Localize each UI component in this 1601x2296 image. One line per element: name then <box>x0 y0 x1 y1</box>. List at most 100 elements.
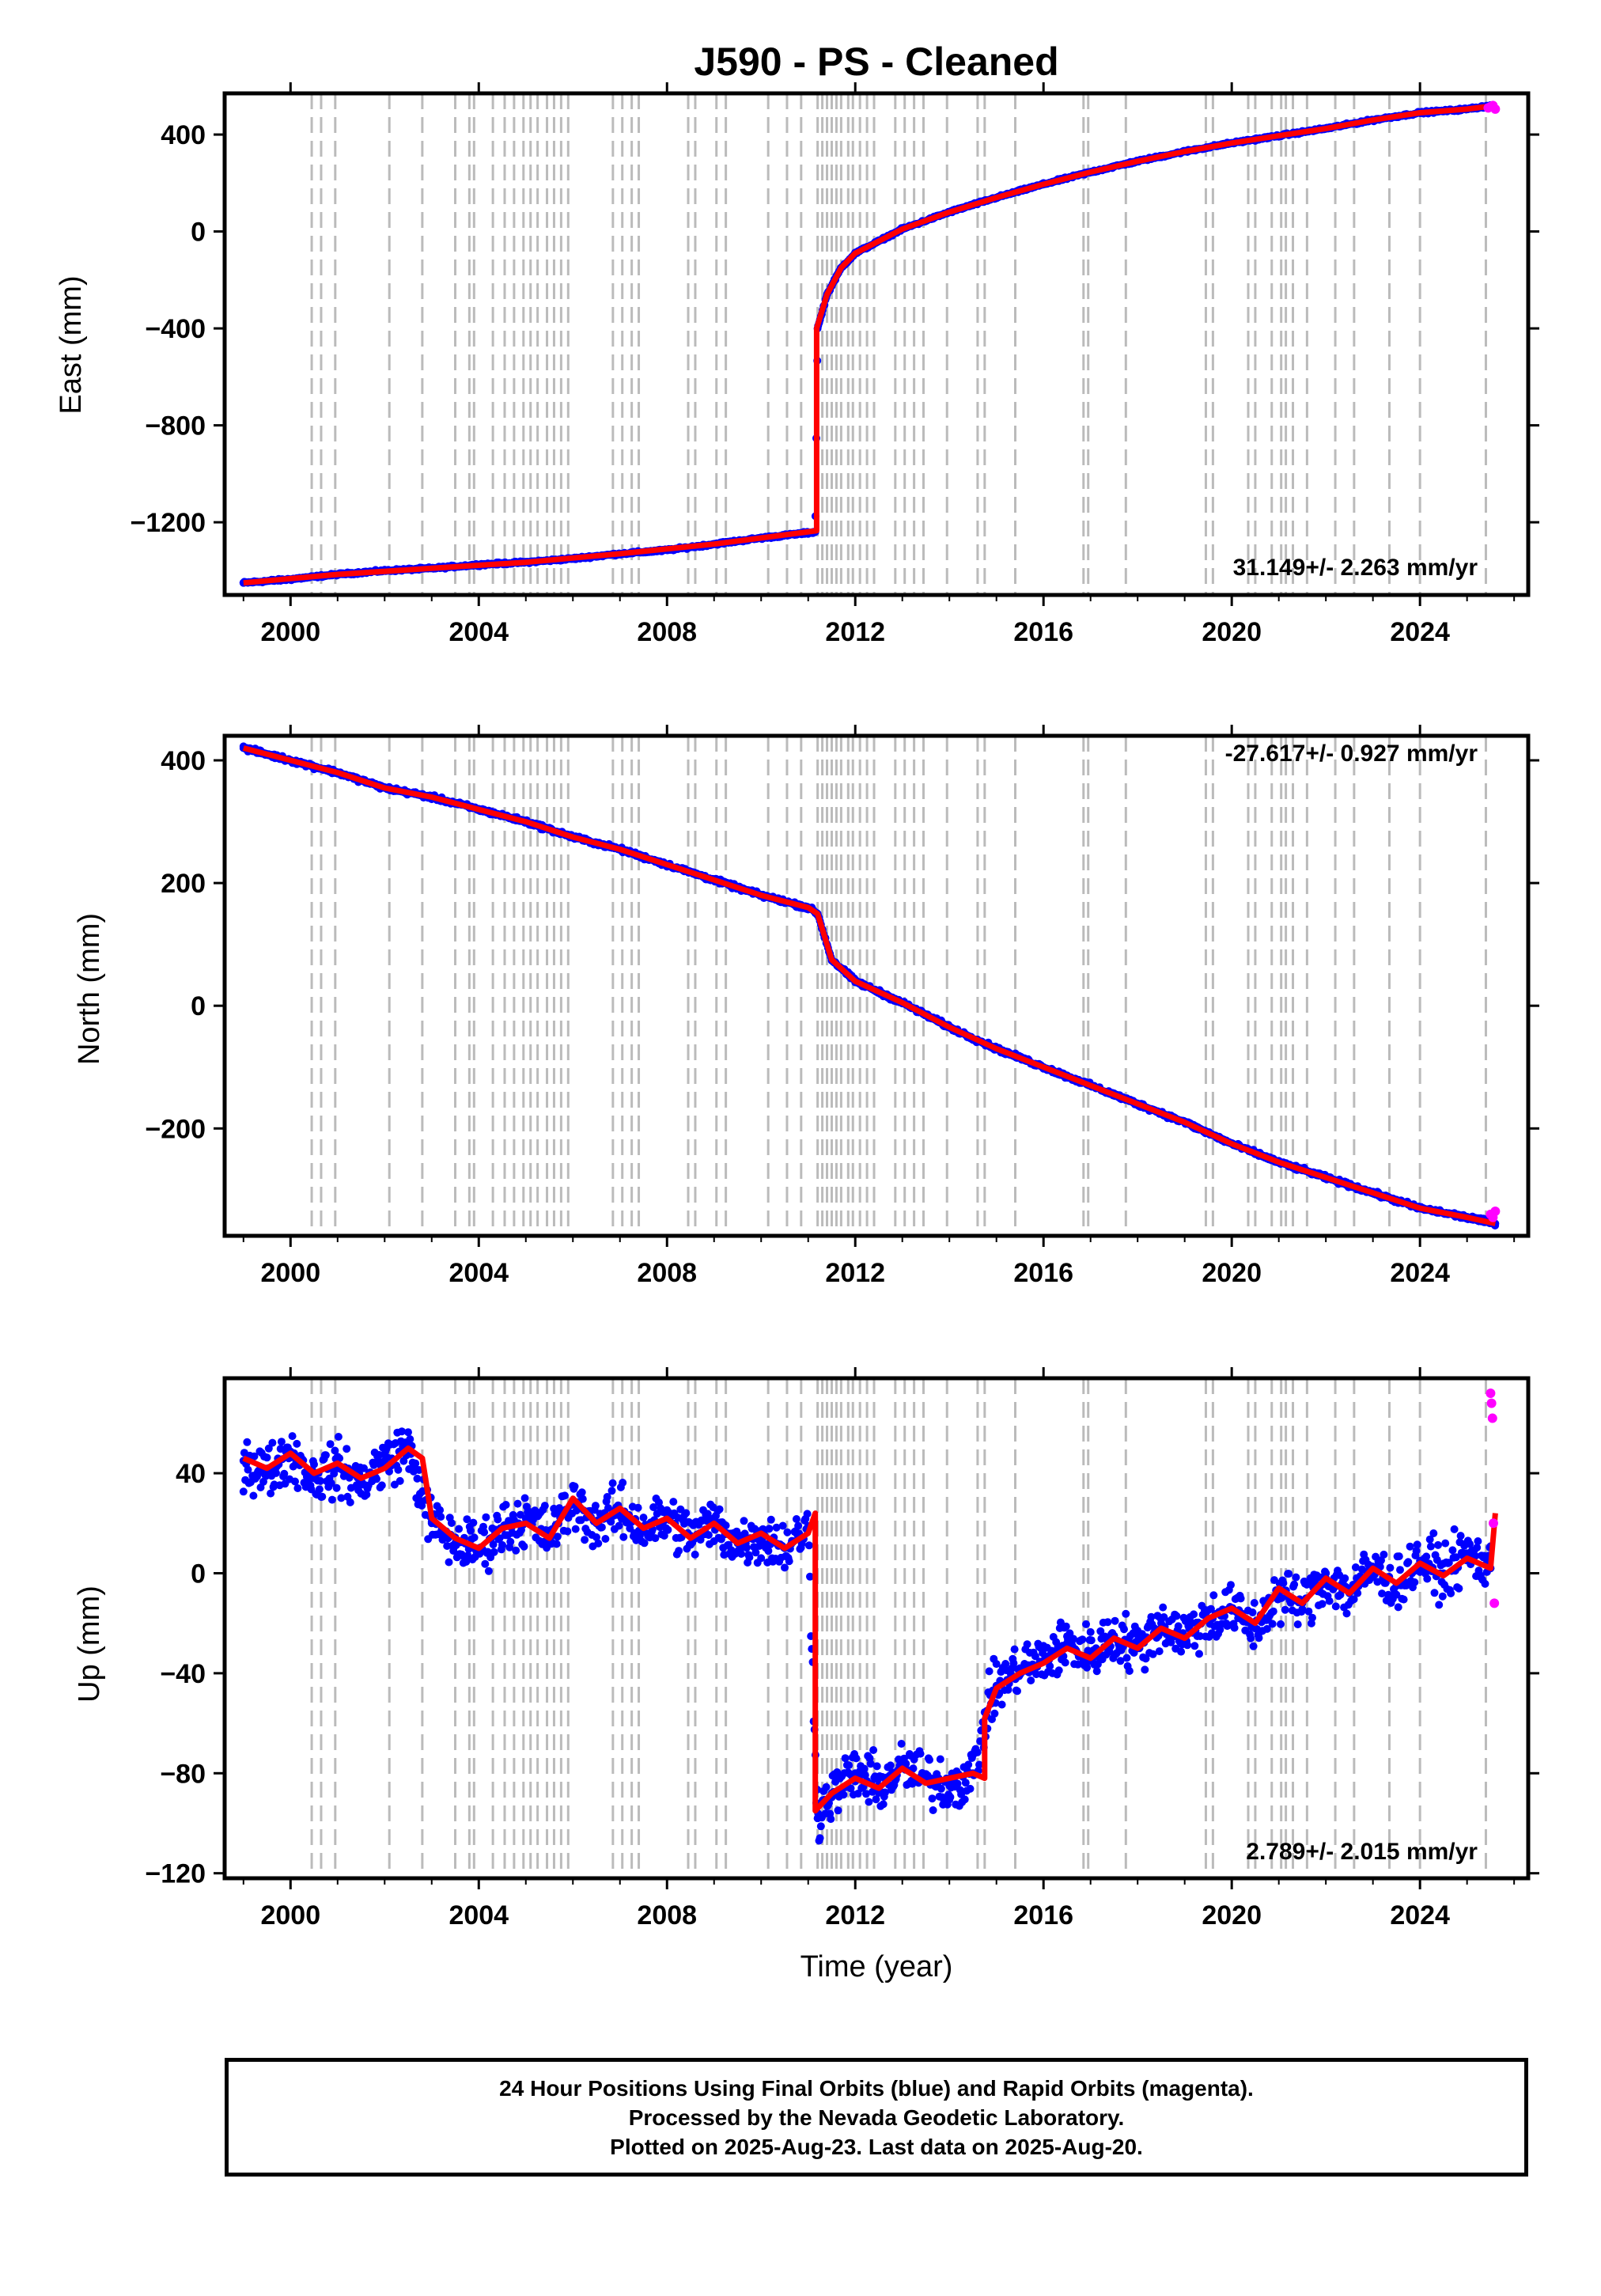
up-final-point <box>1351 1563 1360 1571</box>
up-final-point <box>1054 1666 1063 1675</box>
up-final-point <box>1122 1654 1131 1662</box>
up-final-point <box>1380 1550 1388 1559</box>
up-final-point <box>264 1444 273 1453</box>
up-final-point <box>1341 1574 1349 1582</box>
up-final-point <box>961 1779 970 1787</box>
up-final-point <box>834 1806 842 1815</box>
up-final-point <box>1268 1620 1277 1628</box>
up-final-sample <box>851 1769 860 1778</box>
footer-box: 24 Hour Positions Using Final Orbits (bl… <box>225 2058 1528 2177</box>
up-final-point <box>703 1510 712 1518</box>
up-final-point <box>513 1499 522 1508</box>
up-final-point <box>765 1525 774 1533</box>
up-final-point <box>1159 1603 1168 1612</box>
north-x-tick-label: 2016 <box>1013 1258 1073 1288</box>
up-final-point <box>512 1546 520 1555</box>
up-final-point <box>615 1521 623 1530</box>
up-final-point <box>360 1464 368 1472</box>
up-final-sample <box>380 1457 389 1465</box>
north-plot-area <box>239 736 1501 1236</box>
up-final-point <box>1412 1547 1421 1555</box>
up-x-tick-label: 2024 <box>1390 1900 1450 1930</box>
up-final-point <box>581 1536 589 1544</box>
up-final-point <box>482 1513 490 1521</box>
up-final-point <box>1325 1597 1334 1605</box>
up-final-point <box>608 1479 617 1487</box>
up-final-point <box>577 1488 586 1497</box>
up-final-point <box>404 1428 412 1437</box>
up-final-point <box>1413 1540 1421 1549</box>
up-final-point <box>804 1541 813 1550</box>
up-final-point <box>592 1533 600 1541</box>
north-x-tick-label: 2008 <box>637 1258 697 1288</box>
up-final-point <box>1435 1601 1444 1609</box>
up-final-point <box>318 1492 327 1501</box>
up-final-point <box>326 1440 335 1449</box>
up-final-point <box>866 1760 875 1768</box>
up-final-point <box>1046 1661 1054 1670</box>
up-final-point <box>607 1517 615 1526</box>
up-final-point <box>839 1790 848 1799</box>
up-final-point <box>1448 1546 1457 1555</box>
up-final-point <box>785 1557 793 1566</box>
east-x-tick-label: 2004 <box>449 617 509 647</box>
up-final-point <box>936 1755 944 1764</box>
up-final-point <box>925 1756 933 1764</box>
up-final-point <box>1298 1605 1307 1613</box>
up-final-point <box>1004 1685 1012 1694</box>
east-rapid-point <box>1490 104 1501 114</box>
up-final-point <box>520 1494 529 1502</box>
up-final-point <box>578 1495 587 1503</box>
up-final-point <box>928 1794 937 1803</box>
north-rapid-point <box>1490 1206 1501 1216</box>
up-final-point <box>1474 1537 1482 1545</box>
up-x-tick-label: 2004 <box>449 1900 509 1930</box>
up-final-point <box>249 1491 258 1500</box>
up-final-point <box>929 1806 937 1814</box>
up-final-point <box>470 1533 479 1542</box>
up-final-point <box>331 1446 339 1455</box>
up-final-point <box>1353 1589 1362 1597</box>
up-final-point <box>1010 1645 1019 1654</box>
up-final-point <box>506 1537 515 1546</box>
up-final-point <box>1248 1608 1257 1616</box>
up-final-sample <box>1062 1639 1071 1647</box>
up-final-point <box>310 1460 318 1468</box>
up-final-point <box>1304 1607 1313 1616</box>
north-x-tick-label: 2020 <box>1202 1258 1262 1288</box>
up-x-tick-label: 2016 <box>1013 1900 1073 1930</box>
up-final-point <box>634 1503 642 1512</box>
up-final-point <box>846 1784 855 1793</box>
up-final-point <box>337 1494 346 1502</box>
up-final-point <box>362 1491 371 1498</box>
up-final-sample <box>813 1814 822 1823</box>
up-final-point <box>1423 1574 1432 1583</box>
east-y-tick-label: −400 <box>145 314 206 344</box>
up-final-point <box>783 1528 792 1536</box>
up-final-point <box>816 1822 825 1831</box>
up-final-point <box>1430 1589 1439 1597</box>
footer-line-2: Processed by the Nevada Geodetic Laborat… <box>628 2105 1125 2130</box>
up-final-point <box>1404 1558 1413 1567</box>
up-y-tick-label: −80 <box>160 1759 206 1789</box>
footer-line-3: Plotted on 2025-Aug-23. Last data on 202… <box>610 2134 1143 2159</box>
up-rapid-point <box>1487 1413 1497 1423</box>
up-rapid-point <box>1489 1598 1500 1608</box>
up-final-point <box>1429 1529 1438 1537</box>
up-final-point <box>1447 1589 1455 1597</box>
up-frame <box>222 1376 1531 1881</box>
up-final-point <box>1062 1622 1070 1631</box>
up-final-point <box>1285 1570 1293 1578</box>
up-final-point <box>1167 1638 1175 1646</box>
up-final-point <box>1394 1603 1402 1612</box>
up-final-point <box>1426 1542 1435 1551</box>
up-final-point <box>594 1539 603 1548</box>
up-final-point <box>1116 1657 1125 1665</box>
up-final-point <box>469 1518 478 1527</box>
up-final-point <box>740 1517 748 1525</box>
up-final-point <box>601 1535 610 1543</box>
up-final-point <box>1422 1552 1431 1561</box>
up-final-point <box>377 1481 386 1490</box>
north-x-tick-label: 2004 <box>449 1258 509 1288</box>
up-final-point <box>1227 1581 1235 1589</box>
